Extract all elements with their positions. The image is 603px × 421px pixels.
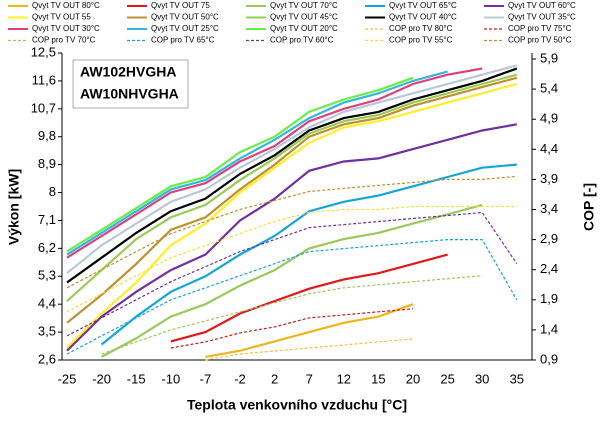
legend-label: Qvyt TV OUT 50°C [151,13,219,22]
power-line [66,67,483,259]
x-tick-label: -2 [234,371,246,386]
cop-line [66,205,517,313]
y2-axis-label: COP [-] [581,183,597,231]
x-tick-label: 25 [440,371,454,386]
x-tick-label: -15 [127,371,146,386]
y2-tick-label: 5,4 [540,81,558,96]
cop-line [170,308,414,349]
y2-tick-label: 3,9 [540,171,558,186]
power-line [66,76,518,324]
y-tick-label: 4,4 [38,296,56,311]
legend-label: Qvyt TV OUT 40°C [389,13,457,22]
power-line [205,303,414,358]
power-line [66,76,414,253]
y-tick-label: 8 [49,184,56,199]
power-line [66,82,518,349]
y-tick-label: 8,9 [38,156,56,171]
y2-tick-label: 2,4 [540,261,558,276]
legend-label: COP pro TV 80°C [389,24,453,33]
legend-label: Qvyt TV OUT 65°C [389,1,457,10]
cop-line [101,275,483,355]
y-tick-label: 9,8 [38,128,56,143]
x-tick-label: -20 [92,371,111,386]
x-tick-label: 20 [406,371,420,386]
y-tick-label: 2,6 [38,351,56,366]
x-tick-label: -25 [58,371,77,386]
power-line [66,123,517,352]
y2-tick-label: 3,4 [540,201,558,216]
y-tick-label: 5,3 [38,268,56,283]
legend-label: Qvyt TV OUT 25°C [151,24,219,33]
annotation-box [72,59,189,109]
power-line [66,73,518,302]
cop-line [66,175,517,289]
legend-label: COP pro TV 70°C [32,36,96,45]
y2-tick-label: 5,9 [540,50,558,65]
legend-label: Qvyt TV OUT 20°C [270,24,338,33]
legend-label: COP pro TV 55°C [389,36,453,45]
cop-line [66,239,518,355]
y2-tick-label: 1,9 [540,291,558,306]
y-tick-label: 3,5 [38,324,56,339]
x-tick-label: 12 [337,371,351,386]
annotation: AW102HVGHA [80,64,176,80]
legend-label: Qvyt TV OUT 45°C [270,13,338,22]
y2-tick-label: 0,9 [540,351,558,366]
x-tick-label: 15 [371,371,385,386]
y2-tick-label: 1,4 [540,321,558,336]
y-tick-label: 10,7 [31,100,56,115]
power-line [100,163,517,346]
power-line [66,64,518,275]
power-line [66,70,448,256]
legend-label: COP pro TV 60°C [270,36,334,45]
y-tick-label: 7,1 [38,212,56,227]
legend-label: Qvyt TV OUT 30°C [32,24,100,33]
legend-label: Qvyt TV OUT 80°C [32,1,100,10]
x-axis-label: Teplota venkovního vzduchu [°C] [187,397,407,413]
x-tick-label: 7 [306,371,313,386]
cop-line [66,211,518,337]
y2-tick-label: 4,4 [540,141,558,156]
power-line [170,253,448,343]
y-tick-label: 11,6 [32,72,56,87]
x-tick-label: -10 [161,371,180,386]
legend-label: Qvyt TV OUT 60°C [508,1,576,10]
y2-tick-label: 4,9 [540,111,558,126]
legend-label: Qvyt TV OUT 75 [151,1,210,10]
x-tick-label: -7 [200,371,212,386]
y-axis-label: Výkon [kW] [6,169,22,245]
annotation: AW10NHVGHA [80,86,179,102]
y-tick-label: 12,5 [31,44,56,59]
legend-label: Qvyt TV OUT 55 [32,13,91,22]
legend-label: COP pro TV 50°C [508,36,572,45]
x-tick-label: 35 [510,371,524,386]
y2-tick-label: 2,9 [540,231,558,246]
x-tick-label: 30 [475,371,489,386]
power-line [66,67,518,284]
legend-label: COP pro TV 65°C [151,36,215,45]
legend-label: Qvyt TV OUT 70°C [270,1,338,10]
y-tick-label: 6,2 [38,240,56,255]
power-line [101,203,483,358]
legend-label: Qvyt TV OUT 35°C [508,13,576,22]
legend-label: COP pro TV 75°C [508,24,572,33]
cop-line [205,338,414,361]
x-tick-label: 2 [271,371,278,386]
